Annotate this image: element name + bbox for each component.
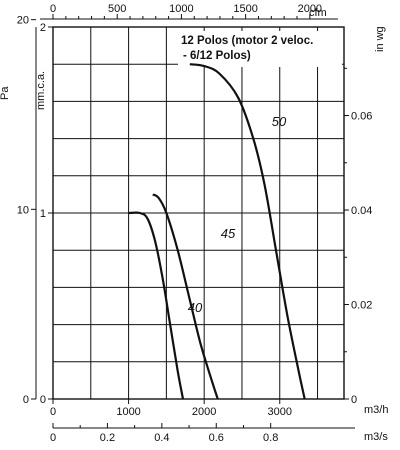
bottom-m3s-tick-label: 0.4 [154, 432, 169, 444]
chart-title-line1: 12 Polos (motor 2 veloc. [181, 35, 313, 47]
right-inwg-tick-label: 0.06 [351, 111, 372, 123]
left-mmca-tick-label: 2 [40, 22, 46, 34]
bottom-m3h-tick-label: 0 [50, 406, 56, 418]
bottom-m3h-tick-label: 2000 [192, 406, 216, 418]
top-axis-tick-label: 1000 [169, 3, 193, 15]
top-axis-tick-label: 500 [108, 3, 126, 15]
bottom-m3s-tick-label: 0.2 [100, 432, 115, 444]
bottom-m3s-tick-label: 0.8 [263, 432, 278, 444]
curve-label-50: 50 [272, 114, 287, 129]
bottom-m3s-tick-label: 0.6 [209, 432, 224, 444]
top-axis-tick-label: 0 [50, 3, 56, 15]
left-mmca-unit: mm.c.a. [35, 71, 47, 110]
left-pa-tick-label: 20 [17, 15, 29, 27]
top-axis-tick-label: 1500 [233, 3, 257, 15]
bottom-m3h-tick-label: 3000 [268, 406, 292, 418]
curve-label-45: 45 [221, 226, 236, 241]
chart-title-line2: - 6/12 Polos) [183, 50, 251, 62]
left-pa-unit: Pa [0, 86, 11, 100]
top-axis-unit: cfm [309, 7, 327, 19]
bottom-m3s-tick-label: 0 [50, 432, 56, 444]
left-pa-tick-label: 0 [23, 394, 29, 406]
left-mmca-tick-label: 1 [40, 208, 46, 220]
bottom-m3s-unit: m3/s [364, 431, 388, 443]
left-pa-tick-label: 10 [17, 204, 29, 216]
right-inwg-tick-label: 0.04 [351, 205, 372, 217]
grid-layer [53, 27, 344, 399]
right-inwg-tick-label: 0 [351, 394, 357, 406]
bottom-m3h-unit: m3/h [364, 404, 388, 416]
right-inwg-tick-label: 0.02 [351, 300, 372, 312]
curve-50 [189, 63, 306, 400]
right-inwg-unit: in wg [374, 26, 386, 52]
left-mmca-tick-label: 0 [40, 394, 46, 406]
title-box [178, 31, 342, 67]
bottom-m3h-tick-label: 1000 [116, 406, 140, 418]
curve-45 [152, 193, 219, 400]
curve-40 [128, 211, 185, 400]
top-axis-tick-label: 2000 [298, 3, 322, 15]
